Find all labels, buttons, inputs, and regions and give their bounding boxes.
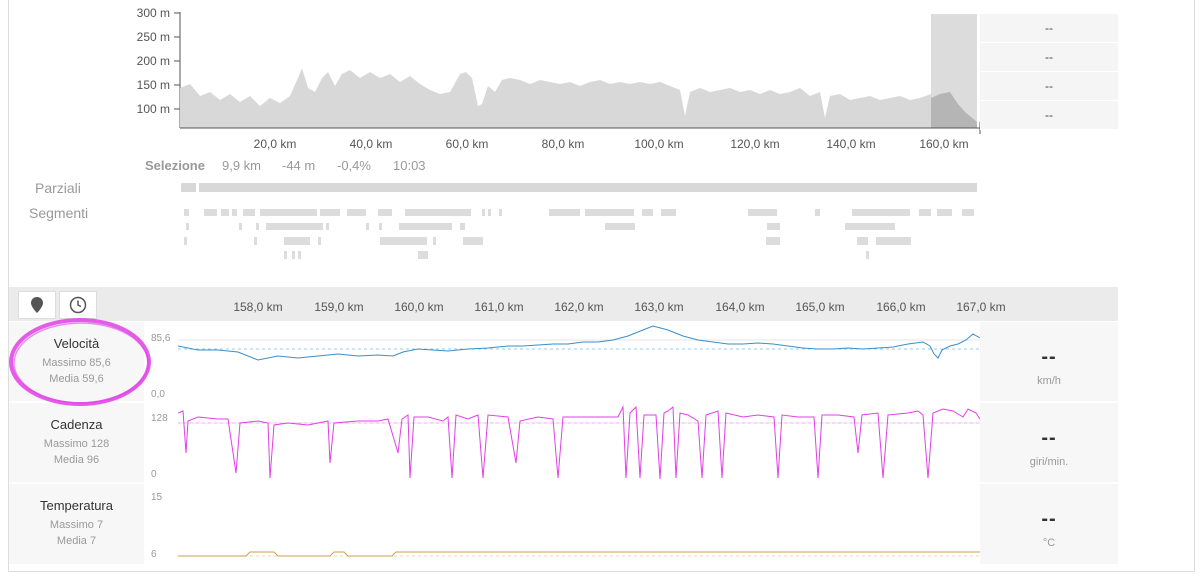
hand-drawn-highlight-circle [9,318,151,406]
cadence-chart[interactable] [178,403,980,482]
cadence-current-value-panel: -- giri/min. [980,403,1118,482]
speed-avg: Media 59,6 [49,373,104,385]
detail-tick-label: 165,0 km [795,300,845,314]
cadence-unit: giri/min. [1029,456,1069,468]
temperature-current-value: -- [1041,508,1057,530]
cadence-y-max: 128 [151,413,168,424]
temperature-y-max: 15 [151,492,163,503]
cadence-avg: Media 96 [53,454,100,466]
cadence-current-value: -- [1041,427,1057,449]
map-pin-icon [31,297,43,313]
selection-grade: -0,4% [337,158,371,173]
speed-current-value-panel: -- km/h [980,322,1118,401]
elev-x-label: 40,0 km [349,137,393,151]
activity-panel [8,0,1195,572]
detail-tick-label: 163,0 km [634,300,684,314]
elev-y-label: 100 m [136,102,170,116]
speed-current-value: -- [1041,346,1057,368]
elev-x-label: 20,0 km [253,137,297,151]
detail-tick-label: 167,0 km [956,300,1006,314]
elev-x-label: 60,0 km [445,137,489,151]
elevation-profile[interactable] [170,8,985,138]
side-value: -- [980,14,1118,43]
detail-tick-label: 158,0 km [233,300,283,314]
temperature-avg: Media 7 [56,535,97,547]
speed-chart[interactable] [178,322,980,401]
selection-label: Selezione [145,158,205,173]
speed-unit: km/h [1037,375,1061,387]
segmenti-label: Segmenti [29,205,89,221]
temperature-chart[interactable] [178,484,980,564]
elev-x-label: 160,0 km [919,137,969,151]
elev-y-label: 250 m [136,30,170,44]
selection-elevation: -44 m [282,158,316,173]
speed-max: Massimo 85,6 [42,357,111,369]
speed-y-max: 85,6 [151,333,171,344]
detail-tick-label: 161,0 km [474,300,524,314]
cadence-max: Massimo 128 [43,438,110,450]
selection-time: 10:03 [393,158,426,173]
elev-x-label: 100,0 km [634,137,684,151]
speed-title: Velocità [53,336,100,351]
detail-tick-label: 166,0 km [876,300,926,314]
detail-tick-label: 160,0 km [394,300,444,314]
clock-icon [69,296,87,314]
side-value: -- [980,43,1118,72]
elev-y-label: 150 m [136,78,170,92]
temperature-unit: °C [1042,537,1056,549]
detail-tick-label: 164,0 km [715,300,765,314]
detail-header [9,287,1118,321]
detail-tick-label: 162,0 km [554,300,604,314]
parziali-label: Parziali [35,180,81,196]
temperature-max: Massimo 7 [49,519,104,531]
temperature-title: Temperatura [40,498,113,513]
elev-x-label: 80,0 km [541,137,585,151]
cadence-title: Cadenza [50,417,103,432]
elev-y-label: 300 m [136,6,170,20]
elev-x-label: 120,0 km [730,137,780,151]
elev-y-label: 200 m [136,54,170,68]
cadence-y-min: 0 [151,469,157,480]
cadence-metric-card[interactable]: Cadenza Massimo 128 Media 96 [9,403,144,482]
detail-tick-label: 159,0 km [314,300,364,314]
side-value: -- [980,72,1118,101]
side-value: -- [980,101,1118,130]
distance-mode-button[interactable] [18,291,56,319]
temperature-metric-card[interactable]: Temperatura Massimo 7 Media 7 [9,484,144,564]
elev-x-label: 140,0 km [826,137,876,151]
splits-segments-bars[interactable] [180,182,980,262]
speed-y-min: 0,0 [151,389,165,400]
temperature-current-value-panel: -- °C [980,484,1118,564]
selection-distance: 9,9 km [222,158,262,173]
temperature-y-min: 6 [151,549,157,560]
